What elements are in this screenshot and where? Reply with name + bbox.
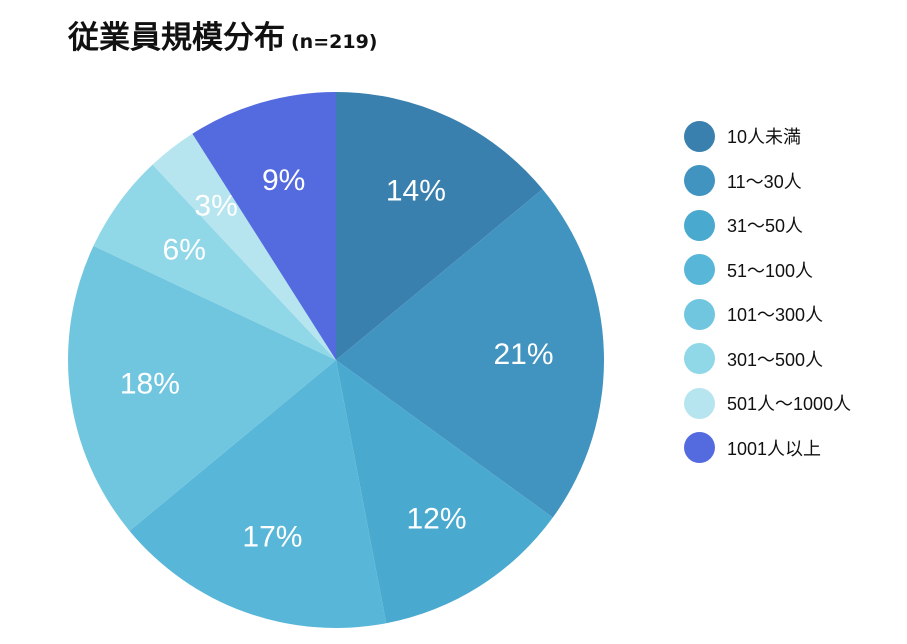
pie-slice [68, 245, 337, 531]
legend-label: 1001人以上 [727, 438, 822, 459]
legend-item: 31〜50人 [684, 203, 851, 248]
chart-title: 従業員規模分布 (n=219) [68, 12, 377, 57]
slice-label: 3% [194, 189, 237, 222]
pie-slice [192, 92, 336, 360]
pie-slice [336, 92, 543, 360]
pie-slice [336, 360, 553, 624]
legend-item: 51〜100人 [684, 248, 851, 293]
legend-label: 31〜50人 [727, 216, 804, 237]
legend-item: 301〜500人 [684, 337, 851, 382]
pie-slice [336, 189, 604, 518]
slice-label: 6% [163, 234, 206, 267]
legend-label: 101〜300人 [727, 305, 824, 326]
legend-label: 51〜100人 [727, 260, 814, 281]
legend-item: 1001人以上 [684, 426, 851, 471]
legend-swatch [684, 254, 715, 286]
slice-label: 9% [262, 164, 305, 197]
pie-slice [129, 360, 387, 628]
legend-swatch [684, 432, 715, 464]
legend-label: 10人未満 [727, 127, 802, 148]
legend: 10人未満 11〜30人 31〜50人 51〜100人 101〜300人 301〜500人… [684, 114, 851, 470]
slice-label: 14% [386, 174, 446, 207]
pie-slice [93, 164, 336, 360]
title-text: 従業員規模分布 [68, 20, 285, 56]
slice-label: 18% [120, 368, 180, 401]
legend-swatch [684, 120, 715, 152]
chart-subtitle: (n=219) [291, 31, 378, 53]
legend-item: 11〜30人 [684, 159, 851, 204]
legend-swatch [684, 165, 715, 197]
slice-label: 12% [406, 502, 466, 535]
legend-label: 301〜500人 [727, 349, 824, 370]
legend-item: 501人〜1000人 [684, 381, 851, 426]
legend-item: 101〜300人 [684, 292, 851, 337]
legend-swatch [684, 298, 715, 330]
legend-swatch [684, 209, 715, 241]
slice-label: 17% [242, 521, 302, 554]
pie-slice [152, 133, 336, 360]
slice-label: 21% [493, 338, 553, 371]
legend-label: 501人〜1000人 [727, 394, 852, 415]
legend-swatch [684, 387, 715, 419]
legend-item: 10人未満 [684, 114, 851, 159]
legend-swatch [684, 343, 715, 375]
legend-label: 11〜30人 [727, 171, 802, 192]
